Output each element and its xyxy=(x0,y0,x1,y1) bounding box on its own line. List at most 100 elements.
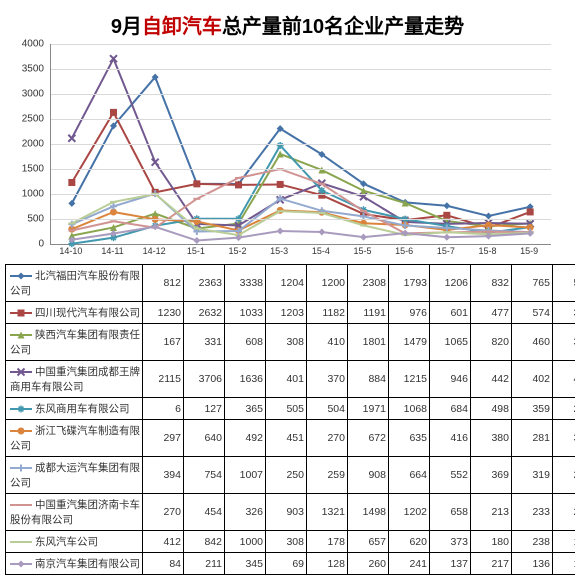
table-row: 成都大运汽车集团有限公司3947541007250259908664552369… xyxy=(6,457,575,494)
value-cell: 326 xyxy=(225,494,266,531)
value-cell: 217 xyxy=(471,553,512,575)
x-tick: 14-12 xyxy=(143,246,166,256)
value-cell: 903 xyxy=(266,494,307,531)
series-name: 东风汽车公司 xyxy=(35,536,98,548)
value-cell: 331 xyxy=(184,324,225,361)
table-row: 南京汽车集团有限公司842113456912826024113721713615… xyxy=(6,553,575,575)
x-tick: 15-1 xyxy=(187,246,205,256)
value-cell: 1206 xyxy=(430,265,471,302)
value-cell: 241 xyxy=(389,553,430,575)
value-cell: 1801 xyxy=(348,324,389,361)
value-cell: 492 xyxy=(225,420,266,457)
value-cell: 281 xyxy=(512,420,553,457)
value-cell: 1007 xyxy=(225,457,266,494)
x-tick: 15-9 xyxy=(520,246,538,256)
value-cell: 1203 xyxy=(266,302,307,324)
value-cell: 908 xyxy=(348,457,389,494)
value-cell: 1065 xyxy=(430,324,471,361)
x-tick: 14-10 xyxy=(59,246,82,256)
value-cell: 246 xyxy=(553,494,575,531)
value-cell: 2632 xyxy=(184,302,225,324)
legend-marker xyxy=(10,404,32,414)
value-cell: 1200 xyxy=(307,265,348,302)
value-cell: 946 xyxy=(430,361,471,398)
value-cell: 1202 xyxy=(389,494,430,531)
series-name-cell: 四川现代汽车有限公司 xyxy=(6,302,143,324)
value-cell: 370 xyxy=(307,361,348,398)
value-cell: 684 xyxy=(430,398,471,420)
legend-marker xyxy=(10,271,32,281)
title-highlight: 自卸汽车 xyxy=(142,16,222,38)
value-cell: 1321 xyxy=(307,494,348,531)
value-cell: 319 xyxy=(512,457,553,494)
legend-marker xyxy=(10,308,32,318)
value-cell: 353 xyxy=(553,324,575,361)
value-cell: 84 xyxy=(143,553,184,575)
x-tick: 15-2 xyxy=(228,246,246,256)
y-tick: 1000 xyxy=(10,189,48,200)
table-row: 陕西汽车集团有限责任公司1673316083084101801147910658… xyxy=(6,324,575,361)
title-suffix: 总产量前10名企业产量走势 xyxy=(222,16,464,38)
series-name-cell: 中国重汽集团成都王牌商用车有限公司 xyxy=(6,361,143,398)
series-name-cell: 陕西汽车集团有限责任公司 xyxy=(6,324,143,361)
value-cell: 1230 xyxy=(143,302,184,324)
legend-marker xyxy=(10,537,32,547)
legend-marker xyxy=(10,367,32,377)
value-cell: 1793 xyxy=(389,265,430,302)
data-table: 北汽福田汽车股份有限公司8122363333812041200230817931… xyxy=(5,264,575,575)
value-cell: 308 xyxy=(266,324,307,361)
table-row: 浙江飞碟汽车制造有限公司2976404924512706726354163802… xyxy=(6,420,575,457)
table-row: 中国重汽集团成都王牌商用车有限公司21153706163640137088412… xyxy=(6,361,575,398)
value-cell: 498 xyxy=(471,398,512,420)
value-cell: 359 xyxy=(512,398,553,420)
value-cell: 2363 xyxy=(184,265,225,302)
series-name-cell: 东风汽车公司 xyxy=(6,531,143,553)
x-tick: 15-4 xyxy=(312,246,330,256)
value-cell: 127 xyxy=(184,398,225,420)
series-name-cell: 中国重汽集团济南卡车股份有限公司 xyxy=(6,494,143,531)
value-cell: 1204 xyxy=(266,265,307,302)
value-cell: 574 xyxy=(512,302,553,324)
value-cell: 180 xyxy=(471,531,512,553)
series-name-cell: 北汽福田汽车股份有限公司 xyxy=(6,265,143,302)
value-cell: 2308 xyxy=(348,265,389,302)
value-cell: 325 xyxy=(553,302,575,324)
value-cell: 820 xyxy=(471,324,512,361)
value-cell: 136 xyxy=(512,553,553,575)
y-tick: 3000 xyxy=(10,89,48,100)
value-cell: 412 xyxy=(143,531,184,553)
value-cell: 69 xyxy=(266,553,307,575)
value-cell: 664 xyxy=(389,457,430,494)
value-cell: 601 xyxy=(430,302,471,324)
value-cell: 454 xyxy=(184,494,225,531)
value-cell: 401 xyxy=(266,361,307,398)
value-cell: 158 xyxy=(553,553,575,575)
value-cell: 672 xyxy=(348,420,389,457)
legend-marker xyxy=(10,330,32,340)
value-cell: 754 xyxy=(184,457,225,494)
value-cell: 6 xyxy=(143,398,184,420)
legend-marker xyxy=(10,426,32,436)
value-cell: 238 xyxy=(512,531,553,553)
value-cell: 765 xyxy=(512,265,553,302)
legend-marker xyxy=(10,559,32,569)
value-cell: 658 xyxy=(430,494,471,531)
value-cell: 213 xyxy=(471,494,512,531)
y-tick: 2000 xyxy=(10,139,48,150)
value-cell: 128 xyxy=(307,553,348,575)
value-cell: 1479 xyxy=(389,324,430,361)
x-tick: 15-6 xyxy=(395,246,413,256)
value-cell: 3706 xyxy=(184,361,225,398)
value-cell: 608 xyxy=(225,324,266,361)
table-row: 东风汽车公司4128421000308178657620373180238192… xyxy=(6,531,575,553)
series-name-cell: 成都大运汽车集团有限公司 xyxy=(6,457,143,494)
value-cell: 620 xyxy=(389,531,430,553)
value-cell: 270 xyxy=(553,457,575,494)
value-cell: 477 xyxy=(471,302,512,324)
x-axis: 14-1014-1114-1215-115-215-315-415-515-61… xyxy=(50,246,550,262)
value-cell: 1215 xyxy=(389,361,430,398)
y-axis: 05001000150020002500300035004000 xyxy=(10,44,48,244)
value-cell: 451 xyxy=(266,420,307,457)
value-cell: 1971 xyxy=(348,398,389,420)
value-cell: 884 xyxy=(348,361,389,398)
